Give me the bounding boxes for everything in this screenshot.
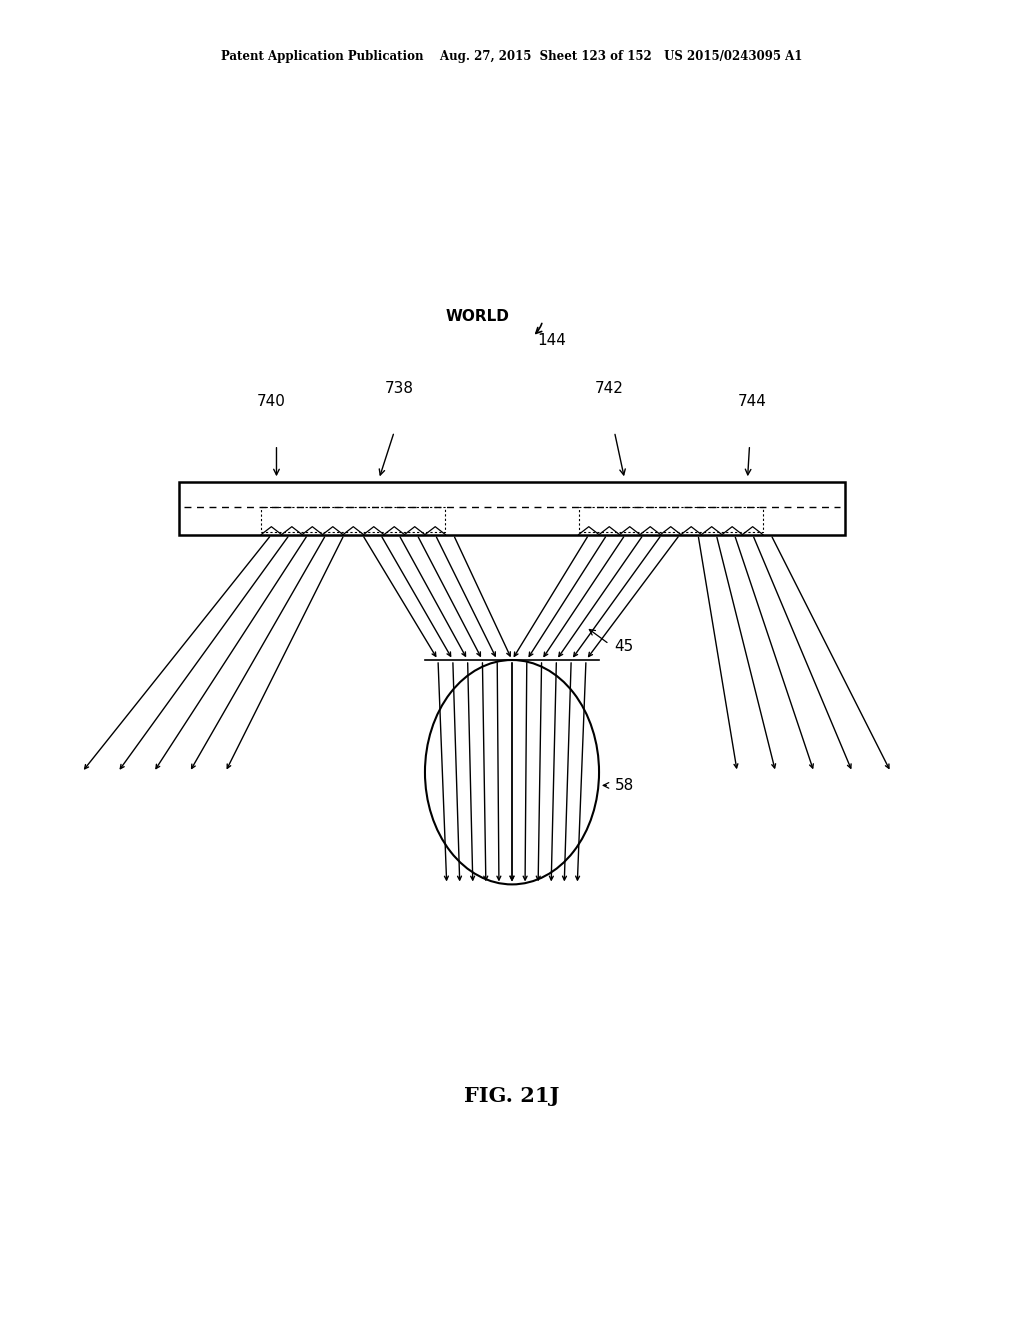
Text: 742: 742 (595, 381, 624, 396)
Text: WORLD: WORLD (445, 309, 509, 325)
Bar (261, 507, 445, 532)
Text: 744: 744 (738, 395, 767, 409)
Text: 740: 740 (257, 395, 286, 409)
Text: FIG. 21J: FIG. 21J (464, 1085, 560, 1106)
Text: Patent Application Publication    Aug. 27, 2015  Sheet 123 of 152   US 2015/0243: Patent Application Publication Aug. 27, … (221, 50, 803, 63)
Text: 144: 144 (538, 333, 566, 348)
Bar (179, 482, 845, 535)
Text: 738: 738 (385, 381, 414, 396)
Text: 45: 45 (614, 639, 634, 655)
Bar (579, 507, 763, 532)
Text: 58: 58 (614, 777, 634, 793)
